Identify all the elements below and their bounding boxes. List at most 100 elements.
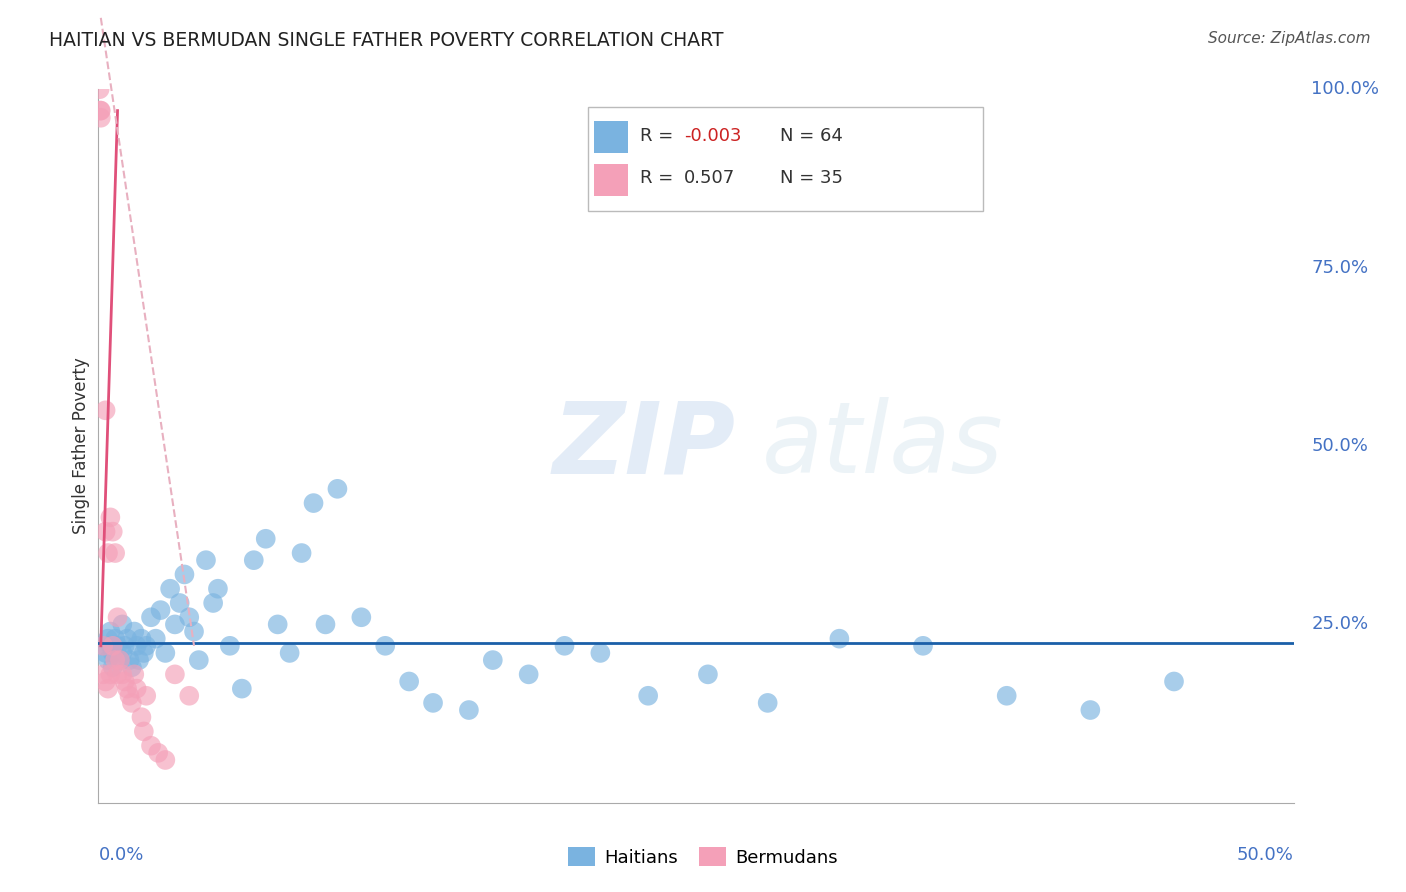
Point: [231, 681, 253, 696]
Point: [1163, 674, 1185, 689]
Point: [108, 653, 131, 667]
Point: [374, 639, 396, 653]
Point: [267, 617, 290, 632]
Point: [131, 710, 153, 724]
Point: [163, 617, 186, 632]
Point: [128, 653, 150, 667]
Text: 25.0%: 25.0%: [1312, 615, 1368, 633]
Point: [291, 546, 314, 560]
Point: [195, 553, 218, 567]
Text: 75.0%: 75.0%: [1312, 259, 1368, 277]
Text: atlas: atlas: [762, 398, 1004, 494]
Point: [125, 681, 148, 696]
Point: [104, 546, 127, 560]
Point: [98, 624, 122, 639]
Point: [101, 639, 124, 653]
Point: [148, 746, 170, 760]
Point: [101, 524, 124, 539]
Text: 50.0%: 50.0%: [1312, 437, 1368, 455]
Point: [207, 582, 229, 596]
Point: [131, 632, 153, 646]
Text: ZIP: ZIP: [553, 398, 735, 494]
Point: [107, 610, 129, 624]
Point: [111, 667, 134, 681]
Point: [121, 696, 143, 710]
Point: [159, 582, 181, 596]
Point: [125, 639, 148, 653]
Legend: Haitians, Bermudans: Haitians, Bermudans: [561, 840, 845, 874]
Point: [243, 553, 266, 567]
Point: [118, 653, 141, 667]
Text: R =: R =: [640, 127, 679, 145]
Point: [169, 596, 191, 610]
Text: R =: R =: [640, 169, 685, 187]
Point: [104, 632, 127, 646]
Point: [135, 639, 157, 653]
Point: [111, 617, 134, 632]
Text: -0.003: -0.003: [685, 127, 741, 145]
Point: [589, 646, 612, 660]
Point: [458, 703, 481, 717]
Point: [94, 403, 117, 417]
Text: 100.0%: 100.0%: [1312, 80, 1379, 98]
Point: [97, 681, 120, 696]
FancyBboxPatch shape: [589, 107, 983, 211]
Point: [554, 639, 576, 653]
Point: [124, 624, 146, 639]
Point: [115, 681, 138, 696]
Point: [89, 82, 111, 96]
Point: [91, 667, 114, 681]
Point: [155, 646, 177, 660]
Point: [97, 546, 120, 560]
Point: [149, 603, 172, 617]
Point: [145, 632, 167, 646]
Point: [302, 496, 325, 510]
Point: [135, 689, 157, 703]
Point: [124, 667, 146, 681]
Point: [155, 753, 177, 767]
Point: [179, 689, 201, 703]
Point: [828, 632, 851, 646]
Point: [101, 660, 124, 674]
Point: [98, 510, 122, 524]
Point: [254, 532, 277, 546]
Text: 0.0%: 0.0%: [98, 846, 143, 863]
Point: [139, 739, 162, 753]
Point: [91, 639, 114, 653]
Point: [202, 596, 225, 610]
Point: [756, 696, 779, 710]
Point: [108, 653, 131, 667]
Point: [101, 646, 124, 660]
Point: [697, 667, 720, 681]
Point: [97, 632, 120, 646]
Point: [91, 639, 114, 653]
Point: [114, 639, 136, 653]
Point: [94, 674, 117, 689]
Text: 0.507: 0.507: [685, 169, 735, 187]
Text: N = 35: N = 35: [779, 169, 842, 187]
Point: [94, 646, 117, 660]
Y-axis label: Single Father Poverty: Single Father Poverty: [72, 358, 90, 534]
Point: [350, 610, 373, 624]
Point: [481, 653, 505, 667]
Point: [326, 482, 349, 496]
Point: [132, 724, 155, 739]
FancyBboxPatch shape: [595, 121, 628, 153]
Point: [422, 696, 444, 710]
Point: [315, 617, 337, 632]
Point: [98, 639, 122, 653]
Text: 50.0%: 50.0%: [1237, 846, 1294, 863]
Point: [187, 653, 209, 667]
Point: [89, 103, 111, 118]
Point: [118, 689, 141, 703]
Point: [121, 660, 143, 674]
Point: [98, 667, 122, 681]
Point: [398, 674, 420, 689]
Point: [173, 567, 195, 582]
Point: [94, 524, 117, 539]
Point: [107, 639, 129, 653]
Point: [132, 646, 155, 660]
Point: [90, 111, 112, 125]
Point: [111, 646, 134, 660]
Point: [163, 667, 186, 681]
